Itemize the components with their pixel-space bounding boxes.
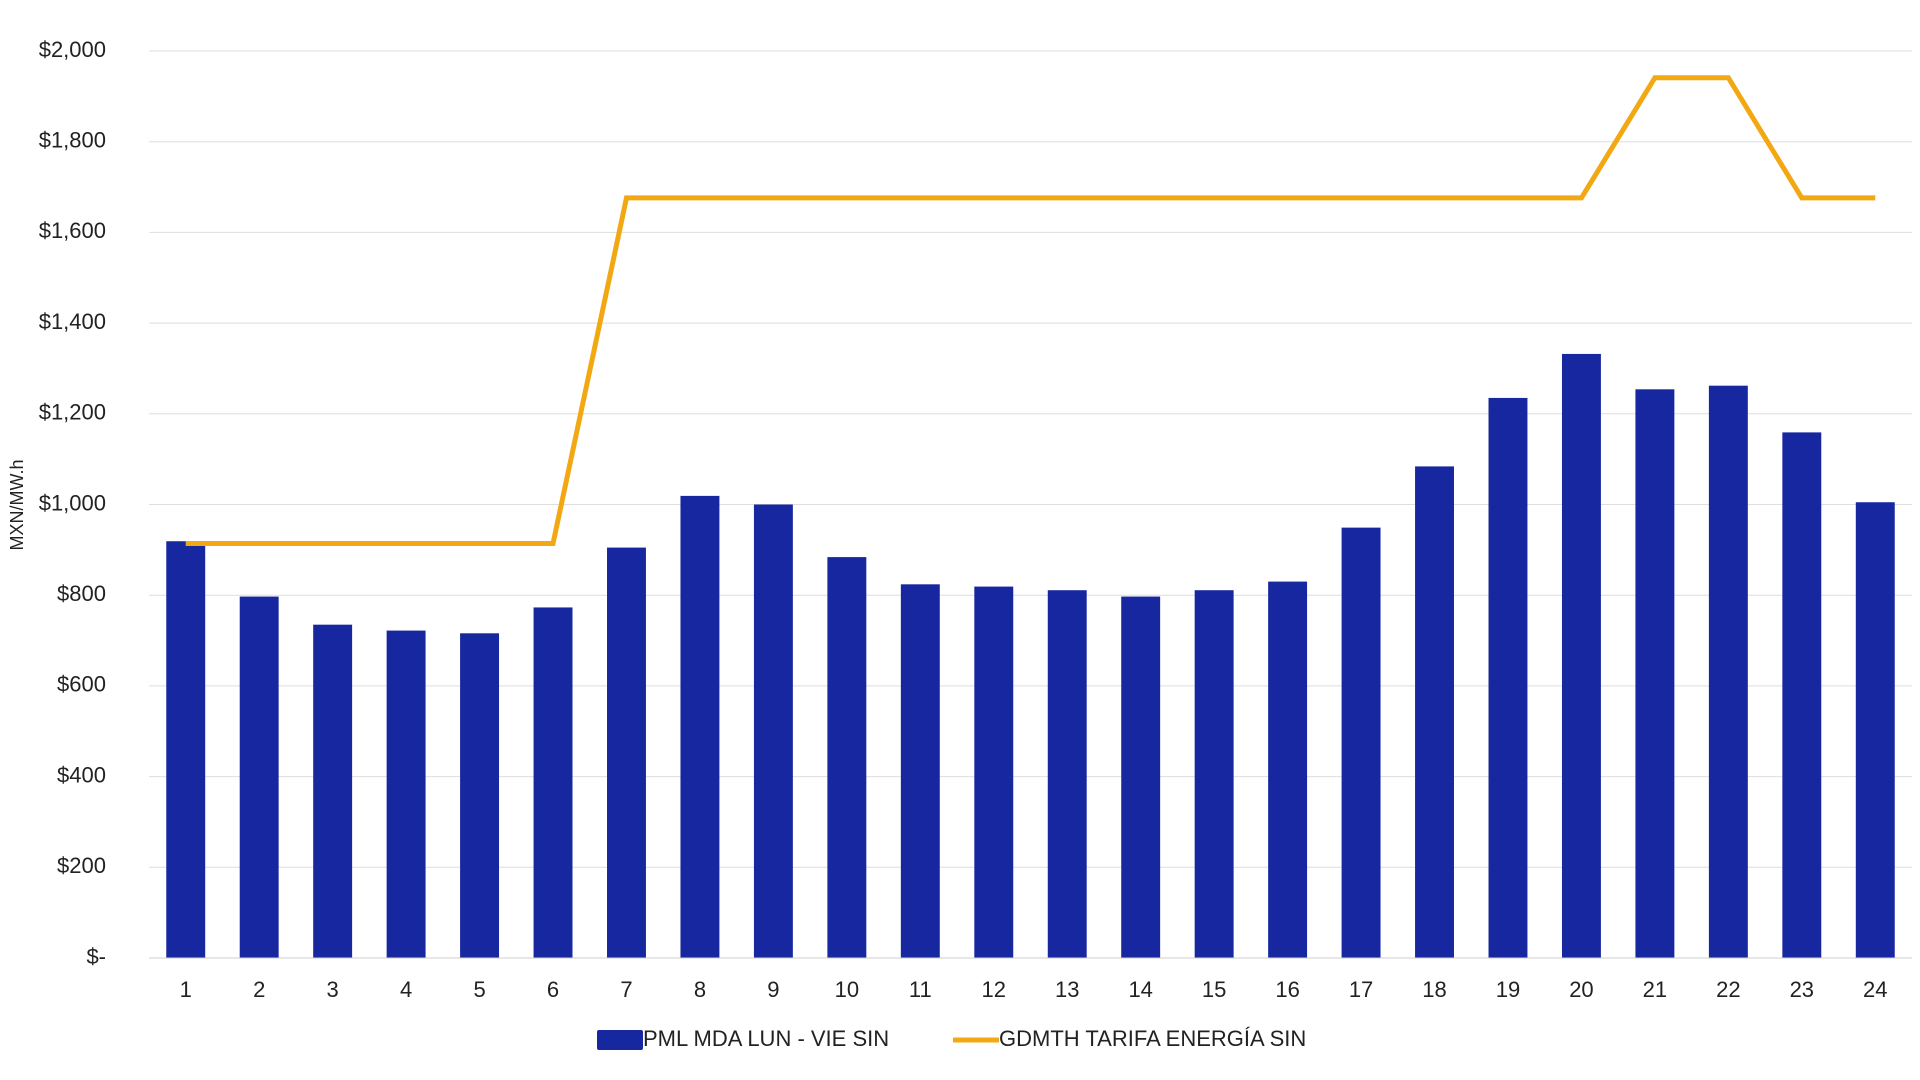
y-tick-label: $600 <box>57 672 106 697</box>
x-tick-label: 24 <box>1863 977 1887 1002</box>
bar <box>1121 596 1161 958</box>
bar <box>313 624 353 958</box>
bar <box>1194 590 1234 958</box>
x-tick-label: 10 <box>835 977 859 1002</box>
bar <box>166 541 206 958</box>
bar <box>1782 432 1822 958</box>
y-tick-label: $1,200 <box>39 400 106 425</box>
y-tick-label: $1,800 <box>39 128 106 153</box>
bar <box>900 584 940 958</box>
y-tick-label: $800 <box>57 581 106 606</box>
y-tick-label: $1,000 <box>39 490 106 515</box>
x-tick-label: 8 <box>694 977 706 1002</box>
x-tick-label: 21 <box>1643 977 1667 1002</box>
y-tick-label: $1,400 <box>39 309 106 334</box>
x-tick-label: 11 <box>909 977 932 1002</box>
x-tick-label: 16 <box>1275 977 1299 1002</box>
bar <box>1415 466 1454 958</box>
y-axis-label: MXN/MW.h <box>7 459 27 550</box>
x-tick-label: 9 <box>767 977 779 1002</box>
y-tick-label: $200 <box>57 853 106 878</box>
bar <box>1488 397 1528 958</box>
x-tick-label: 17 <box>1349 977 1373 1002</box>
y-tick-label: $1,600 <box>39 218 106 243</box>
x-tick-label: 18 <box>1422 977 1446 1002</box>
x-tick-label: 2 <box>253 977 265 1002</box>
x-tick-label: 15 <box>1202 977 1226 1002</box>
x-tick-label: 13 <box>1055 977 1079 1002</box>
bar <box>680 495 720 958</box>
y-tick-label: $2,000 <box>39 37 106 62</box>
legend-label: PML MDA LUN - VIE SIN <box>643 1026 889 1051</box>
x-tick-label: 20 <box>1569 977 1593 1002</box>
bar <box>533 607 573 958</box>
y-tick-label: $- <box>86 944 106 969</box>
y-tick-label: $400 <box>57 762 106 787</box>
bar <box>1561 353 1601 958</box>
x-tick-label: 1 <box>180 977 192 1002</box>
legend-swatch <box>597 1030 643 1050</box>
x-tick-label: 3 <box>327 977 339 1002</box>
line <box>185 75 1876 547</box>
bar <box>239 596 279 958</box>
x-tick-label: 5 <box>473 977 485 1002</box>
bar <box>1268 581 1308 958</box>
bar <box>827 557 867 958</box>
legend-label: GDMTH TARIFA ENERGÍA SIN <box>999 1026 1306 1051</box>
x-tick-label: 4 <box>400 977 412 1002</box>
x-tick-label: 14 <box>1128 977 1152 1002</box>
bar <box>974 586 1014 958</box>
bar <box>460 633 500 958</box>
bar <box>1341 527 1381 958</box>
x-tick-label: 23 <box>1790 977 1814 1002</box>
bar <box>1708 385 1748 959</box>
bar <box>607 547 646 958</box>
x-tick-label: 19 <box>1496 977 1520 1002</box>
bar <box>1855 502 1895 958</box>
x-tick-label: 6 <box>547 977 559 1002</box>
x-tick-label: 12 <box>982 977 1006 1002</box>
bar <box>753 504 793 958</box>
bar <box>1047 590 1087 958</box>
x-tick-label: 22 <box>1716 977 1740 1002</box>
x-tick-label: 7 <box>620 977 632 1002</box>
bar <box>1635 389 1675 958</box>
bar <box>386 630 426 958</box>
